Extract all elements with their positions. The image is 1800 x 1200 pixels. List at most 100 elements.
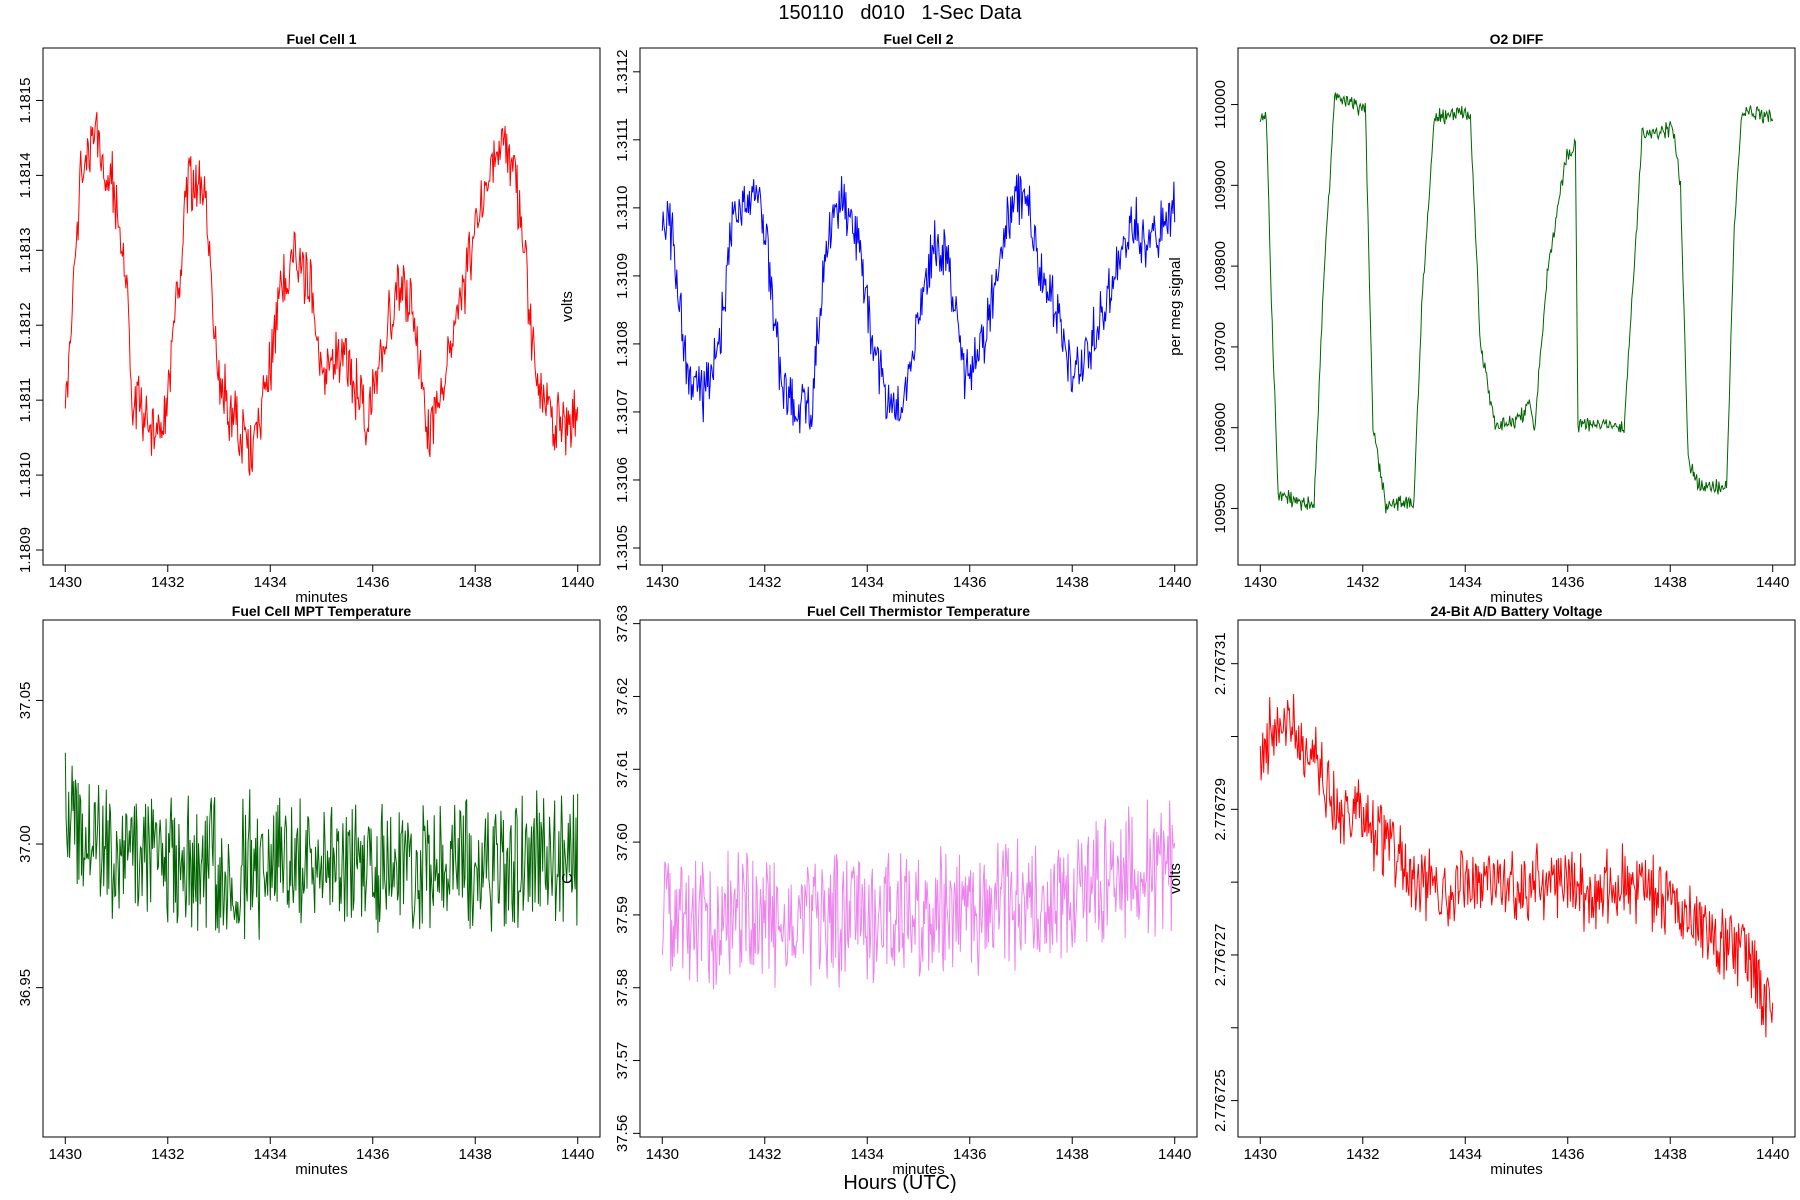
y-tick-label: 1.1809 [17,527,34,573]
x-tick-label: 1434 [851,574,884,591]
y-tick-label: 37.05 [17,682,34,720]
x-tick-label: 1434 [254,1146,287,1163]
y-tick-label: 2.776725 [1212,1069,1229,1132]
x-tick-label: 1436 [356,1146,389,1163]
panel-title: Fuel Cell Thermistor Temperature [807,603,1030,619]
y-tick-label: 37.56 [614,1115,631,1153]
x-tick-label: 1430 [646,574,679,591]
x-tick-label: 1438 [1654,1146,1687,1163]
x-tick-label: 1430 [49,1146,82,1163]
y-tick-label: 1.1811 [17,378,34,423]
series-line-fuel-cell-thermistor-temperature [661,799,1176,990]
y-tick-label: 37.59 [614,896,631,934]
x-axis-label: minutes [1490,589,1543,606]
series-line-fuel-cell-2 [661,173,1176,434]
y-tick-label: 109900 [1212,160,1229,210]
x-tick-label: 1436 [356,574,389,591]
y-tick-label: 1.3108 [614,321,631,367]
plot-frame [42,619,601,1138]
x-tick-label: 1432 [1346,574,1379,591]
plot-frame [42,47,601,566]
y-axis-label: C [559,873,576,884]
x-axis-label: minutes [295,1161,348,1178]
chart-panel-24-bit-ad-battery-voltage: 24-Bit A/D Battery Voltage 1430 1432 1434 14… [1167,603,1796,1178]
y-axis-label: volts [559,291,576,322]
panel-title: Fuel Cell 2 [883,31,953,47]
x-tick-label: 1440 [1756,1146,1789,1163]
y-tick-label: 1.3111 [614,118,631,162]
y-tick-label: 37.00 [17,825,34,863]
series-line-o2-diff [1259,92,1774,514]
x-axis-label: minutes [295,589,348,606]
y-tick-label: 2.776727 [1212,924,1229,987]
panel-title: Fuel Cell MPT Temperature [232,603,412,619]
x-tick-label: 1432 [151,574,184,591]
chart-panel-fuel-cell-2: Fuel Cell 2 1430 1432 1434 1436 1438 1440 1.310… [559,31,1198,606]
y-tick-label: 1.3105 [614,525,631,571]
x-tick-label: 1436 [1551,574,1584,591]
x-tick-label: 1440 [1756,574,1789,591]
chart-panel-fuel-cell-1: Fuel Cell 1 1430 1432 1434 1436 1438 1440 1.180… [17,31,601,606]
x-tick-label: 1438 [459,574,492,591]
y-tick-label: 36.95 [17,969,34,1007]
x-tick-label: 1434 [1449,1146,1482,1163]
x-tick-label: 1430 [49,574,82,591]
y-tick-label: 37.60 [614,823,631,861]
y-tick-label: 1.1815 [17,78,34,124]
y-tick-label: 1.1814 [17,152,34,198]
y-tick-label: 1.1812 [17,302,34,348]
y-tick-label: 37.62 [614,678,631,716]
y-tick-label: 37.57 [614,1042,631,1080]
x-tick-label: 1436 [953,574,986,591]
figure-x-label: Hours (UTC) [843,1172,957,1194]
y-tick-label: 109600 [1212,403,1229,453]
y-tick-label: 1.3112 [614,49,631,94]
y-tick-label: 1.3106 [614,457,631,503]
y-axis-label: per meg signal [1167,257,1184,355]
y-tick-label: 109500 [1212,483,1229,533]
x-tick-label: 1432 [748,1146,781,1163]
y-tick-label: 37.58 [614,969,631,1007]
chart-panel-o2-diff: O2 DIFF 1430 1432 1434 1436 1438 1440 109500 109… [1167,31,1796,606]
x-tick-label: 1430 [646,1146,679,1163]
x-tick-label: 1432 [151,1146,184,1163]
y-tick-label: 2.776731 [1212,632,1229,695]
y-tick-label: 109800 [1212,241,1229,291]
y-tick-label: 109700 [1212,322,1229,372]
chart-panel-fuel-cell-mpt-temperature: Fuel Cell MPT Temperature 1430 1432 1434 143… [17,603,601,1178]
y-tick-label: 1.3107 [614,389,631,435]
y-tick-label: 1.3109 [614,253,631,299]
x-tick-label: 1434 [254,574,287,591]
x-tick-label: 1438 [459,1146,492,1163]
x-tick-label: 1436 [1551,1146,1584,1163]
y-tick-label: 110000 [1212,80,1229,129]
y-axis-label: volts [1167,863,1184,894]
panel-title: O2 DIFF [1490,31,1544,47]
x-tick-label: 1434 [851,1146,884,1163]
y-tick-label: 37.61 [614,751,631,789]
y-tick-label: 1.1810 [17,452,34,498]
x-tick-label: 1440 [561,574,594,591]
series-line-fuel-cell-mpt-temperature [64,752,579,940]
plot-frame [1237,619,1796,1138]
plot-frame [1237,47,1796,566]
x-tick-label: 1440 [1158,574,1191,591]
x-axis-label: minutes [1490,1161,1543,1178]
y-tick-label: 1.1813 [17,227,34,273]
x-tick-label: 1434 [1449,574,1482,591]
y-tick-label: 1.3110 [614,185,631,230]
x-tick-label: 1438 [1654,574,1687,591]
plot-frame [639,47,1198,566]
y-tick-label: 2.776729 [1212,778,1229,841]
x-tick-label: 1440 [561,1146,594,1163]
plot-frame [639,619,1198,1138]
x-tick-label: 1438 [1056,1146,1089,1163]
series-line-fuel-cell-1 [64,111,579,476]
chart-panel-fuel-cell-thermistor-temperature: Fuel Cell Thermistor Temperature 1430 1432… [559,603,1198,1178]
x-axis-label: minutes [892,589,945,606]
x-tick-label: 1436 [953,1146,986,1163]
x-tick-label: 1432 [1346,1146,1379,1163]
x-tick-label: 1430 [1244,1146,1277,1163]
